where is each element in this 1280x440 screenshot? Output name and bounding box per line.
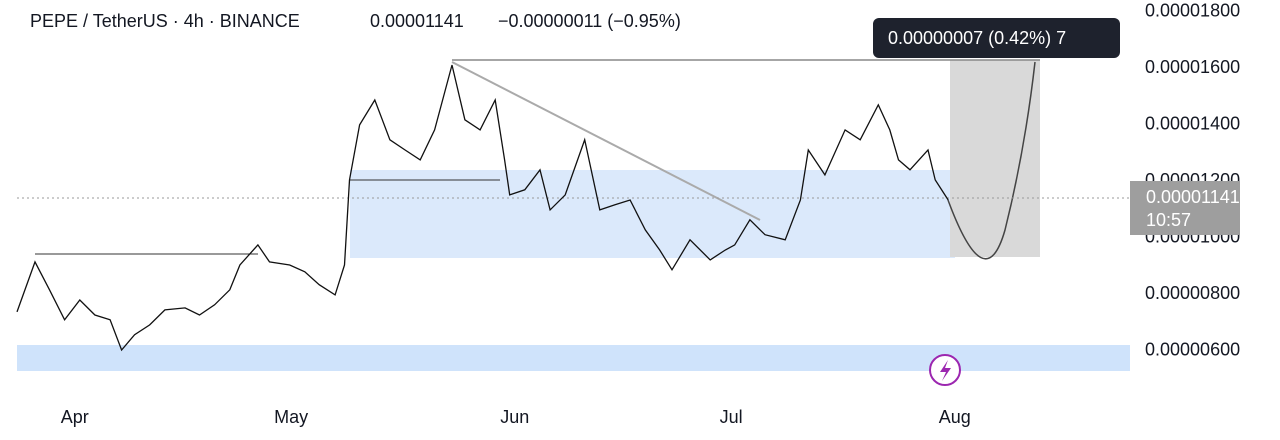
y-tick-label: 0.00001600 (1145, 57, 1240, 77)
price-change: −0.00000011 (−0.95%) (498, 11, 681, 31)
x-tick-label: Jul (720, 407, 743, 427)
price-label-box (1130, 181, 1240, 235)
y-tick-label: 0.00001800 (1145, 1, 1240, 21)
x-tick-label: Aug (939, 407, 971, 427)
tooltip: 0.00000007 (0.42%) 7 (888, 28, 1066, 48)
trend-line (451, 61, 761, 221)
price-label: 0.00001141 (1146, 187, 1240, 207)
price-line (16, 64, 949, 352)
x-tick-label: Jun (500, 407, 529, 427)
range-zone (350, 170, 955, 258)
support-zone (17, 345, 1130, 371)
x-tick-label: Apr (61, 407, 89, 427)
y-tick-label: 0.00000600 (1145, 340, 1240, 360)
price: 0.00001141 (370, 11, 464, 31)
chart-title: PEPE / TetherUS · 4h · BINANCE (30, 11, 300, 31)
countdown: 10:57 (1146, 210, 1191, 230)
tooltip-box (873, 18, 1120, 58)
x-tick-label: May (274, 407, 308, 427)
y-tick-label: 0.00001400 (1145, 114, 1240, 134)
projection-box (950, 60, 1040, 257)
projection-curve (947, 61, 1036, 260)
y-tick-label: 0.00000800 (1145, 283, 1240, 303)
event-icon-bolt (940, 360, 951, 381)
